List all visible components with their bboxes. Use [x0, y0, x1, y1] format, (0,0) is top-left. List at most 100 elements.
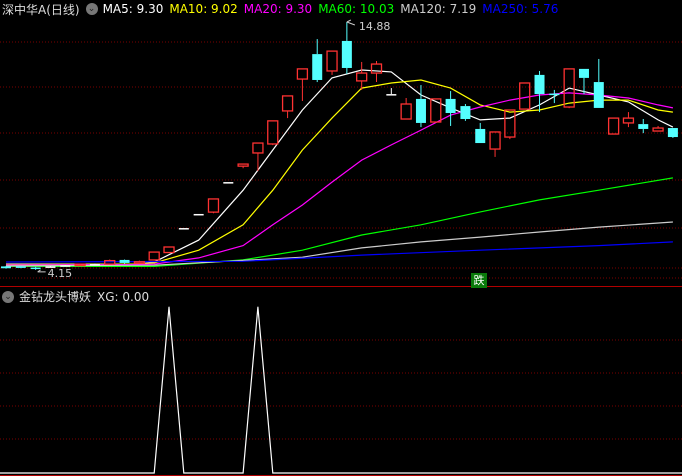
ma-line-ma5	[6, 69, 674, 265]
candle-body	[534, 74, 545, 95]
candle-body	[460, 106, 471, 120]
candle	[45, 265, 56, 268]
candle-body	[400, 103, 412, 120]
candle	[1, 265, 11, 269]
sell-signal-badge: 跌	[471, 273, 487, 288]
candle-body	[89, 264, 100, 266]
stock-name: 深中华A(日线)	[2, 2, 80, 17]
candle-body	[652, 127, 664, 132]
candle-body	[312, 54, 323, 80]
candle-body	[15, 266, 26, 268]
candle	[193, 213, 204, 216]
candle	[148, 251, 160, 261]
candle-body	[237, 163, 249, 167]
indicator-title: 金钻龙头博妖	[19, 290, 92, 304]
candle-body	[549, 93, 560, 96]
candle-body	[119, 259, 130, 263]
candle-body	[593, 82, 604, 108]
candle-body	[148, 251, 160, 261]
ma120-label: MA120: 7.19	[400, 2, 477, 16]
xg-peak-point	[168, 306, 170, 308]
chevron-down-circle-icon[interactable]: ⌄	[85, 3, 98, 15]
candle-body	[296, 68, 309, 80]
candle	[563, 68, 575, 109]
ma5-label: MA5: 9.30	[102, 2, 164, 16]
candle-body	[607, 117, 620, 135]
ma-line-ma20	[5, 92, 674, 266]
ma-line-ma120	[5, 221, 673, 267]
candle	[445, 91, 456, 126]
candle-body	[638, 124, 649, 129]
candle	[296, 68, 309, 102]
candle	[178, 228, 189, 230]
candle	[549, 89, 560, 104]
candle-body	[267, 120, 279, 145]
ma250-label: MA250: 5.76	[482, 2, 559, 16]
candle	[652, 125, 664, 132]
candle	[578, 68, 589, 95]
candle-body	[563, 68, 575, 108]
candle	[326, 50, 338, 75]
candle-body	[370, 63, 383, 74]
ma-line-ma250	[5, 241, 673, 263]
candle	[593, 58, 604, 108]
candle-body	[223, 182, 234, 184]
candle	[237, 163, 249, 169]
candle-body	[667, 128, 678, 138]
candle	[15, 265, 26, 269]
candle	[638, 119, 649, 134]
ma60-label: MA60: 10.03	[318, 2, 395, 16]
candle	[207, 198, 220, 214]
candle	[356, 61, 368, 90]
ma-line-ma60	[6, 177, 673, 267]
candle-body	[489, 131, 501, 150]
candle	[430, 98, 442, 123]
candle-body	[445, 98, 456, 114]
candle-body	[326, 50, 338, 72]
candle	[475, 122, 486, 144]
candle-body	[193, 213, 204, 216]
candle	[386, 88, 397, 96]
candle-body	[252, 142, 264, 154]
chevron-down-circle-icon[interactable]: ⌄	[2, 290, 14, 303]
candle-body	[60, 265, 71, 267]
indicator-value: XG: 0.00	[97, 289, 150, 304]
candle-body	[415, 98, 426, 123]
ma-line-ma10	[5, 79, 673, 266]
candle-body	[578, 68, 589, 78]
candle-body	[281, 95, 294, 112]
min-price-label: 4.15	[48, 267, 73, 280]
candle	[30, 266, 41, 270]
candle-body	[356, 72, 368, 82]
candle-body	[133, 261, 146, 264]
candle	[607, 117, 620, 135]
max-price-label: 14.88	[359, 20, 391, 33]
candle	[163, 246, 175, 254]
candle-body	[207, 198, 220, 213]
candle-body	[1, 266, 11, 269]
candle	[312, 39, 323, 83]
indicator-header: ⌄ 金钻龙头博妖 XG: 0.00	[2, 288, 149, 305]
candle	[534, 70, 545, 113]
xg-peak-point	[257, 306, 259, 308]
candle	[415, 85, 426, 128]
candle	[370, 61, 383, 83]
candle	[104, 259, 116, 265]
candle	[504, 109, 516, 140]
candle	[267, 120, 279, 146]
candle	[622, 112, 635, 128]
candle	[133, 260, 146, 264]
candle-body	[475, 128, 486, 144]
candle-body	[341, 40, 352, 68]
candle	[460, 104, 471, 121]
candle	[60, 265, 71, 267]
candle	[281, 95, 294, 119]
min-price-arrow	[37, 269, 46, 273]
candle-body	[104, 259, 116, 265]
candle	[400, 97, 412, 120]
candle-body	[30, 267, 41, 270]
xg-line	[0, 306, 682, 474]
candle-body	[45, 266, 56, 268]
